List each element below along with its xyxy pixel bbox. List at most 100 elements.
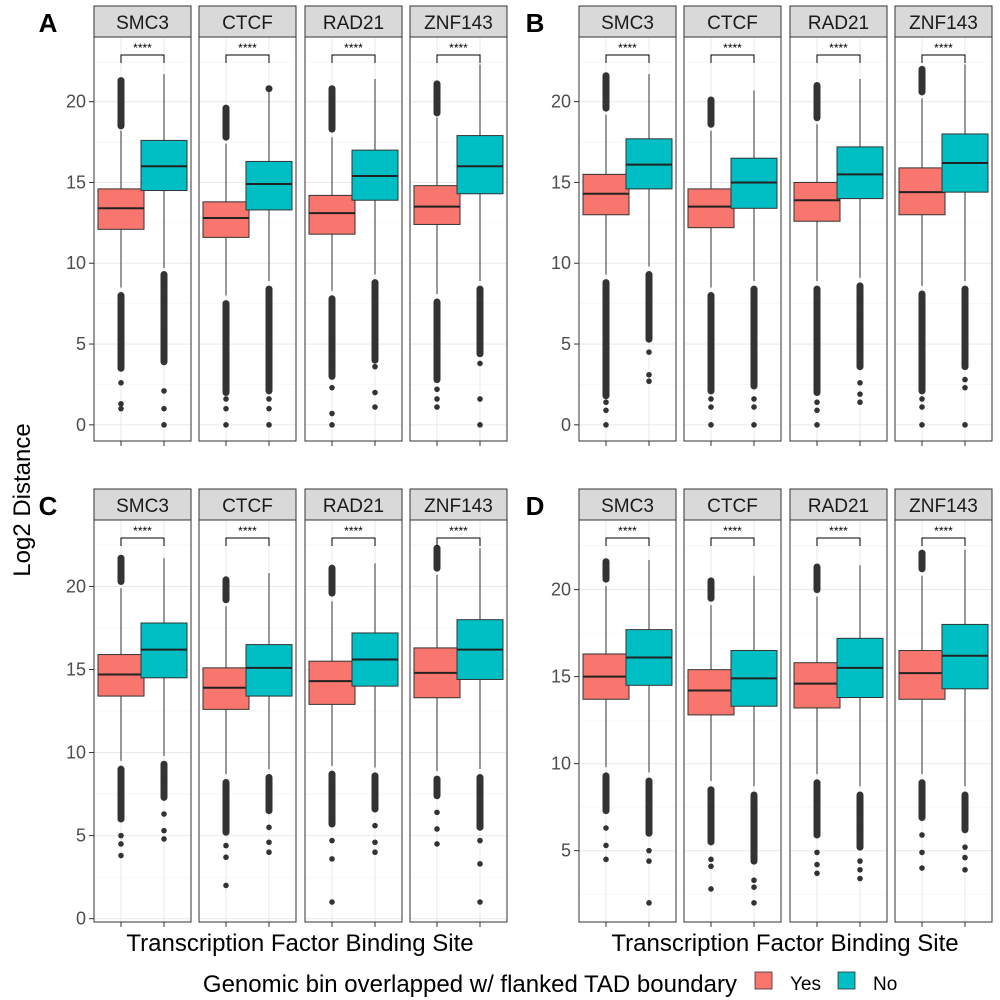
y-tick-label: 20 [551,92,571,112]
y-tick-label: 0 [76,415,86,435]
y-tick-label: 20 [66,576,86,596]
box-yes [793,81,841,428]
outlier-point [434,550,440,557]
outlier-point [161,271,167,278]
outlier-point [708,357,714,364]
outlier-point [434,85,440,92]
box-no [730,575,778,906]
y-tick-label: 5 [76,334,86,354]
outlier-point [266,388,272,394]
box-no [941,549,989,873]
outlier-point [603,407,609,414]
outlier-point [857,283,863,289]
outlier-point [477,422,483,428]
plot-background [579,520,676,922]
outlier-point [372,849,378,856]
outlier-point [751,383,757,389]
box-body [898,650,946,700]
outlier-point [477,360,483,367]
outlier-point [329,590,335,596]
outlier-point [751,884,757,890]
significance-bracket [331,537,376,546]
outlier-point [118,77,124,84]
facet-ctcf: CTCF **** [683,5,782,446]
significance-label: **** [344,524,363,538]
outlier-point [646,287,652,294]
outlier-point [434,110,440,116]
outlier-point [814,797,820,803]
outlier-point [603,567,609,574]
facet-rad21: RAD21 **** [304,488,403,927]
outlier-point [118,106,124,113]
outlier-point [751,334,757,341]
outlier-point [814,422,820,428]
outlier-point [646,795,652,802]
panel-B: B05101520SMC3****CTCF****RAD21****ZNF143… [526,5,993,446]
significance-label: **** [449,524,468,538]
outlier-point [161,794,167,801]
outlier-point [223,118,229,124]
facet-border [304,519,403,923]
outlier-point [603,360,609,367]
box-yes [413,544,461,847]
outlier-point [118,832,124,839]
legend: Genomic bin overlapped w/ flanked TAD bo… [203,971,897,998]
outlier-point [962,854,968,861]
facet-label: RAD21 [323,13,384,34]
outlier-point [708,886,714,892]
facet-border [894,519,993,923]
outlier-point [118,341,124,347]
panel-letter: A [39,8,58,38]
outlier-point [434,299,440,305]
significance-bracket [436,54,481,63]
outlier-point [919,814,925,821]
outlier-point [434,826,440,832]
facet-label: CTCF [707,13,758,34]
facet-strip [198,5,297,38]
panel-C: C05101520SMC3****CTCF****RAD21****ZNF143… [39,488,508,929]
outlier-point [919,66,925,73]
outlier-point [857,866,863,873]
outlier-point [477,861,483,867]
outlier-point [372,363,378,370]
outlier-point [751,792,757,798]
outlier-point [161,359,167,365]
box-body [793,662,841,709]
outlier-point [477,774,483,781]
outlier-point [161,778,167,784]
box-yes [308,85,356,428]
facet-label: ZNF143 [909,13,978,34]
outlier-point [603,279,609,286]
outlier-point [161,388,167,394]
significance-bracket [605,537,650,546]
outlier-point [266,849,272,856]
facet-smc3: SMC3 **** [93,488,192,927]
outlier-point [646,858,652,864]
significance-label: **** [934,524,953,538]
legend-swatch-yes [754,971,773,990]
outlier-point [962,384,968,391]
outlier-point [223,389,229,396]
outlier-point [329,422,335,428]
outlier-point [118,766,124,772]
outlier-point [118,578,124,585]
outlier-point [646,378,652,385]
outlier-point [708,396,714,402]
outlier-point [434,93,440,100]
outlier-point [223,596,229,603]
outlier-point [751,900,757,906]
outlier-point [434,347,440,354]
outlier-point [223,349,229,355]
outlier-point [603,422,609,428]
outlier-point [857,347,863,354]
outlier-point [919,72,925,79]
outlier-point [329,93,335,100]
outlier-point [603,97,609,103]
outlier-point [603,558,609,565]
outlier-point [814,106,820,113]
outlier-point [477,837,483,844]
outlier-point [223,581,229,588]
significance-label: **** [133,41,152,55]
outlier-point [329,357,335,364]
box-no [245,573,293,856]
